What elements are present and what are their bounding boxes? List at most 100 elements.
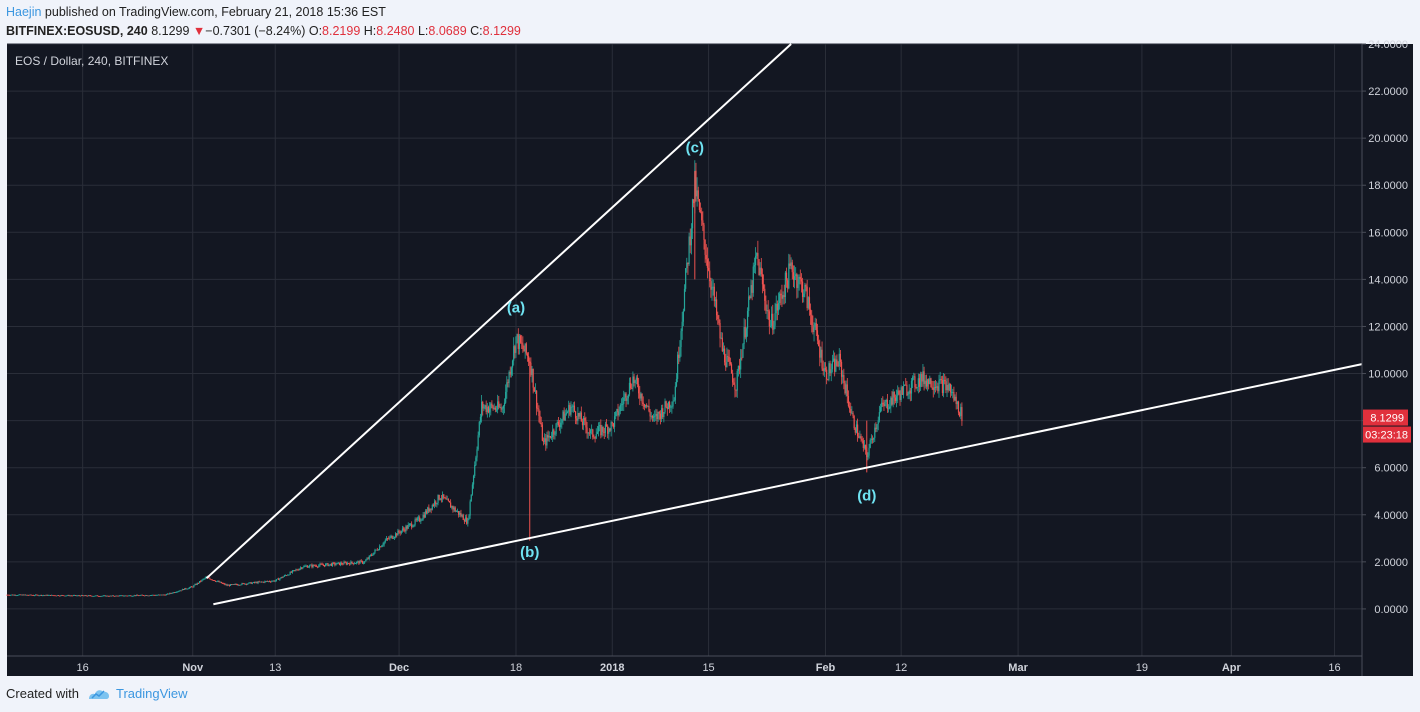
candle-body <box>537 408 539 410</box>
candle-body <box>124 595 126 597</box>
candle-body <box>918 378 921 387</box>
candle-body <box>36 594 38 596</box>
candle-body <box>615 412 617 417</box>
candle-body <box>729 361 731 365</box>
candle-body <box>947 385 949 391</box>
candle-body <box>315 565 318 567</box>
price-tick-label: 2.0000 <box>1374 557 1408 569</box>
high-label: H: <box>363 24 377 38</box>
candle-body <box>517 334 519 349</box>
wave-label: (d) <box>857 488 876 505</box>
time-tick-label: Feb <box>816 662 836 674</box>
candle-body <box>256 582 258 584</box>
close-value: 8.1299 <box>482 24 521 38</box>
candle-body <box>268 581 271 583</box>
candle-body <box>568 405 570 412</box>
candle-body <box>594 437 596 439</box>
candle-body <box>143 595 146 597</box>
chart-background <box>7 44 1413 676</box>
candle-body <box>186 588 188 590</box>
candle-body <box>297 569 299 571</box>
candle-body <box>38 595 40 597</box>
candle-body <box>728 356 730 362</box>
time-tick-label: 12 <box>895 662 907 674</box>
candle-body <box>325 563 327 567</box>
candle-body <box>28 595 30 596</box>
candle-body <box>775 303 777 314</box>
candle-body <box>270 581 272 583</box>
price-tick-label: 22.0000 <box>1368 86 1408 98</box>
tradingview-brand[interactable]: TradingView <box>87 686 188 701</box>
candle-body <box>461 515 463 517</box>
candle-body <box>125 595 127 597</box>
candle-body <box>707 267 710 271</box>
candle-body <box>475 457 477 466</box>
candle-body <box>886 399 889 409</box>
candle-body <box>376 549 378 551</box>
candle-body <box>440 498 443 500</box>
publish-info: published on TradingView.com, February 2… <box>44 5 386 19</box>
candle-body <box>941 380 944 394</box>
candle-body <box>705 254 707 260</box>
candle-body <box>224 583 226 585</box>
candle-body <box>599 425 601 427</box>
grid-lines <box>7 43 1362 656</box>
candle-body <box>96 595 99 597</box>
candle-body <box>720 337 722 339</box>
candle-body <box>280 577 282 579</box>
time-axis[interactable]: 16 Nov 13 Dec 18 2018 15 Feb 12 Mar 19 Apr 16 <box>77 662 1341 674</box>
candle-body <box>380 546 382 548</box>
candle-body <box>456 510 459 512</box>
candle-body <box>39 594 41 596</box>
candle-body <box>164 594 166 596</box>
candle-body <box>627 394 629 399</box>
candle-body <box>913 376 915 378</box>
candle-body <box>564 413 566 421</box>
candle-body <box>301 567 303 569</box>
candle-body <box>137 594 139 596</box>
candle-body <box>877 420 879 425</box>
candle-body <box>29 594 31 596</box>
candle-body <box>931 386 933 388</box>
candle-body <box>77 595 79 597</box>
candle-body <box>725 362 727 368</box>
candle-body <box>719 322 721 339</box>
candle-body <box>110 595 112 597</box>
time-tick-label: 15 <box>702 662 714 674</box>
candle-body <box>609 428 611 431</box>
candle-body <box>501 408 503 410</box>
candle-body <box>318 565 320 567</box>
author-link[interactable]: Haejin <box>6 5 42 19</box>
candle-body <box>350 561 352 565</box>
candle-body <box>657 411 659 420</box>
candle-body <box>498 401 500 408</box>
candle-body <box>384 540 386 542</box>
candle-body <box>70 595 72 597</box>
candle-body <box>151 594 154 596</box>
candle-body <box>811 314 813 326</box>
trendlines[interactable] <box>205 43 1363 606</box>
candle-body <box>779 293 781 304</box>
candle-body <box>555 423 557 435</box>
candle-body <box>871 438 874 440</box>
candle-body <box>550 437 553 438</box>
candle-body <box>953 392 955 401</box>
candle-body <box>652 416 655 418</box>
candle-body <box>791 262 793 273</box>
time-tick-label: Nov <box>182 662 204 674</box>
candle-body <box>925 380 927 387</box>
candle-body <box>580 412 582 422</box>
candle-body <box>267 581 269 583</box>
candle-body <box>320 563 322 565</box>
candle-body <box>178 591 180 592</box>
candle-body <box>194 584 196 586</box>
candle-body <box>356 561 358 564</box>
candle-body <box>122 595 124 597</box>
candle-body <box>72 595 75 597</box>
candle-body <box>91 595 93 597</box>
candle-body <box>687 262 689 265</box>
candle-body <box>745 328 748 338</box>
candle-body <box>495 409 498 411</box>
candle-body <box>532 368 534 388</box>
